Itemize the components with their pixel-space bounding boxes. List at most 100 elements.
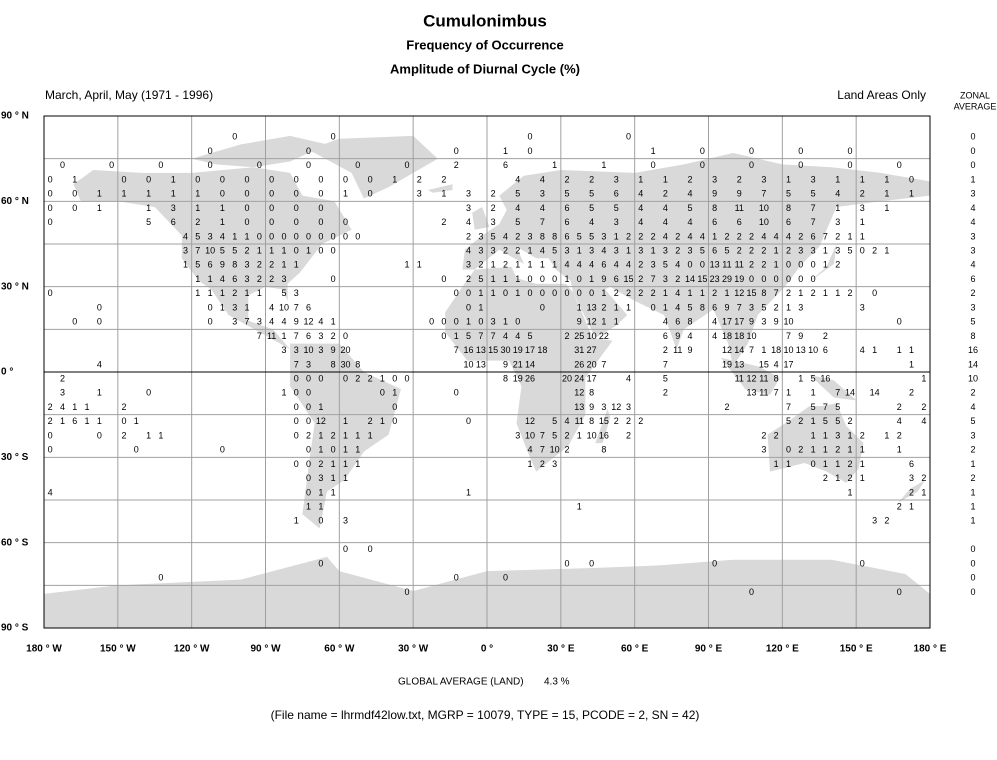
cell-value: 1 — [835, 459, 840, 469]
cell-value: 2 — [811, 288, 816, 298]
zonal-average: 4 — [970, 203, 975, 213]
cell-value: 0 — [343, 544, 348, 554]
cell-value: 0 — [515, 317, 520, 327]
cell-value: 2 — [466, 231, 471, 241]
cell-value: 12 — [587, 317, 597, 327]
cell-value: 4 — [48, 487, 53, 497]
cell-value: 15 — [488, 345, 498, 355]
cell-value: 6 — [675, 317, 680, 327]
cell-value: 0 — [761, 274, 766, 284]
file-info: (File name = lhrmdf42low.txt, MGRP = 100… — [271, 708, 700, 722]
cell-value: 1 — [909, 501, 914, 511]
cell-value: 1 — [85, 416, 90, 426]
cell-value: 0 — [318, 231, 323, 241]
cell-value: 4 — [638, 217, 643, 227]
cell-value: 3 — [663, 245, 668, 255]
cell-value: 1 — [884, 430, 889, 440]
cell-value: 1 — [220, 217, 225, 227]
cell-value: 1 — [638, 174, 643, 184]
cell-value: 2 — [724, 231, 729, 241]
zonal-average: 2 — [970, 473, 975, 483]
cell-value: 0 — [306, 160, 311, 170]
cell-value: 0 — [109, 160, 114, 170]
cell-value: 2 — [835, 231, 840, 241]
cell-value: 18 — [537, 345, 547, 355]
cell-value: 3 — [232, 317, 237, 327]
zonal-average: 6 — [970, 274, 975, 284]
cell-value: 0 — [331, 245, 336, 255]
cell-value: 2 — [626, 231, 631, 241]
cell-value: 1 — [417, 260, 422, 270]
cell-value: 5 — [491, 231, 496, 241]
cell-value: 1 — [786, 302, 791, 312]
cell-value: 0 — [294, 231, 299, 241]
cell-value: 1 — [811, 445, 816, 455]
cell-value: 3 — [281, 345, 286, 355]
cell-value: 30 — [500, 345, 510, 355]
cell-value: 0 — [540, 302, 545, 312]
cell-value: 6 — [811, 231, 816, 241]
cell-value: 4 — [774, 359, 779, 369]
cell-value: 2 — [761, 260, 766, 270]
cell-value: 0 — [269, 174, 274, 184]
cell-value: 4 — [688, 189, 693, 199]
cell-value: 6 — [909, 459, 914, 469]
cell-value: 0 — [651, 160, 656, 170]
cell-value: 1 — [897, 345, 902, 355]
cell-value: 0 — [121, 174, 126, 184]
cell-value: 4 — [712, 331, 717, 341]
zonal-average: 2 — [970, 388, 975, 398]
cell-value: 3 — [663, 274, 668, 284]
cell-value: 3 — [318, 345, 323, 355]
cell-value: 1 — [811, 430, 816, 440]
cell-value: 2 — [798, 231, 803, 241]
cell-value: 2 — [897, 501, 902, 511]
cell-value: 2 — [269, 260, 274, 270]
cell-value: 9 — [503, 359, 508, 369]
cell-value: 7 — [811, 203, 816, 213]
cell-value: 0 — [294, 245, 299, 255]
zonal-average: 5 — [970, 416, 975, 426]
cell-value: 0 — [380, 388, 385, 398]
cell-value: 11 — [267, 331, 276, 341]
cell-value: 2 — [368, 373, 373, 383]
lon-label: 30 ° E — [547, 644, 575, 655]
cell-value: 7 — [491, 331, 496, 341]
cell-value: 0 — [232, 132, 237, 142]
cell-value: 1 — [786, 459, 791, 469]
cell-value: 0 — [897, 317, 902, 327]
lat-label: 60 ° S — [1, 537, 29, 548]
cell-value: 3 — [712, 174, 717, 184]
zonal-average: 4 — [970, 260, 975, 270]
cell-value: 0 — [60, 160, 65, 170]
cell-value: 1 — [380, 416, 385, 426]
cell-value: 6 — [306, 331, 311, 341]
cell-value: 3 — [491, 217, 496, 227]
cell-value: 0 — [798, 274, 803, 284]
cell-value: 1 — [491, 260, 496, 270]
cell-value: 3 — [835, 245, 840, 255]
cell-value: 2 — [798, 445, 803, 455]
cell-value: 2 — [638, 260, 643, 270]
cell-value: 0 — [454, 317, 459, 327]
cell-value: 2 — [614, 288, 619, 298]
cell-value: 3 — [811, 245, 816, 255]
cell-value: 5 — [466, 331, 471, 341]
cell-value: 1 — [121, 189, 126, 199]
cell-value: 4 — [318, 317, 323, 327]
cell-value: 1 — [491, 288, 496, 298]
cell-value: 1 — [835, 174, 840, 184]
cell-value: 3 — [614, 217, 619, 227]
cell-value: 2 — [245, 245, 250, 255]
cell-value: 10 — [747, 331, 757, 341]
zonal-average: 0 — [970, 544, 975, 554]
cell-value: 5 — [195, 231, 200, 241]
cell-value: 1 — [183, 260, 188, 270]
lon-label: 120 ° W — [174, 644, 210, 655]
cell-value: 0 — [306, 459, 311, 469]
cell-value: 5 — [515, 217, 520, 227]
cell-value: 4 — [589, 217, 594, 227]
cell-value: 0 — [749, 146, 754, 156]
cell-value: 0 — [552, 288, 557, 298]
cell-value: 4 — [528, 445, 533, 455]
